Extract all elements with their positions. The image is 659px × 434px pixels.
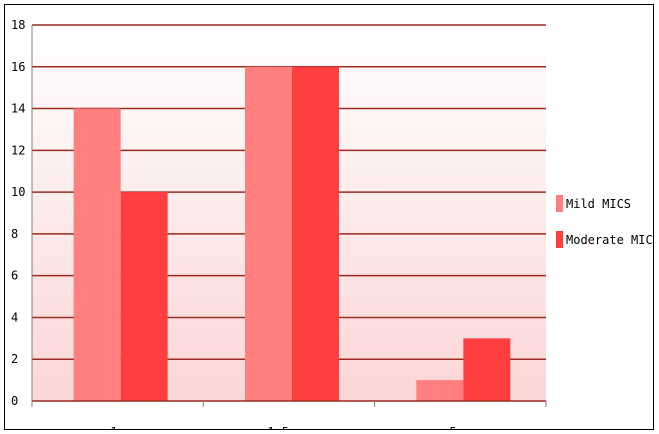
legend-label-0: Mild MICS: [566, 197, 631, 211]
x-tick-label-2: >5yrs: [442, 425, 478, 429]
bar-moderate-1: [292, 66, 339, 402]
legend-label-1: Moderate MICS: [566, 233, 653, 247]
bar-mild-1: [245, 66, 292, 402]
y-tick-label-2: 2: [11, 352, 18, 366]
y-tick-label-0: 0: [11, 394, 18, 408]
y-tick-label-18: 18: [11, 18, 25, 32]
y-tick-labels: 0 2 4 6 8 10 12 14 16 18: [11, 18, 25, 408]
legend: Mild MICS Moderate MICS: [556, 195, 653, 248]
bar-moderate-2: [463, 338, 511, 401]
x-tick-label-1: 1-5yrs: [267, 425, 310, 429]
chart-frame: 0 2 4 6 8 10 12 14 16 18 <1yr 1-5yrs >5yrs Mild MIC…: [4, 4, 654, 430]
legend-swatch-1: [556, 231, 563, 248]
bar-mild-2: [416, 380, 464, 401]
x-tick-label-0: <1yr: [103, 425, 132, 429]
bar-mild-0: [73, 108, 121, 402]
y-tick-label-14: 14: [11, 102, 25, 116]
y-tick-label-4: 4: [11, 310, 18, 324]
x-tick-labels: <1yr 1-5yrs >5yrs: [103, 425, 478, 429]
bars: [73, 66, 511, 402]
bar-chart: 0 2 4 6 8 10 12 14 16 18 <1yr 1-5yrs >5yrs Mild MIC…: [11, 18, 653, 429]
axes: [31, 25, 547, 407]
y-tick-label-12: 12: [11, 143, 25, 157]
legend-swatch-0: [556, 195, 563, 212]
y-tick-label-8: 8: [11, 227, 18, 241]
y-tick-label-6: 6: [11, 269, 18, 283]
y-tick-label-10: 10: [11, 185, 25, 199]
bar-moderate-0: [120, 192, 168, 401]
y-tick-label-16: 16: [11, 60, 25, 74]
